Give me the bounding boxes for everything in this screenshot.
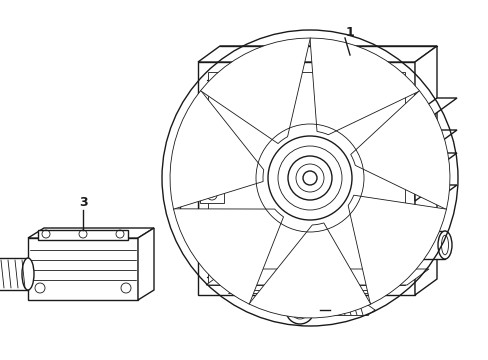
Polygon shape: [350, 91, 449, 210]
Circle shape: [209, 193, 214, 197]
Polygon shape: [414, 231, 444, 259]
Polygon shape: [138, 228, 154, 300]
Polygon shape: [28, 228, 154, 238]
Circle shape: [209, 143, 214, 147]
Polygon shape: [170, 90, 263, 209]
Polygon shape: [414, 153, 456, 201]
Circle shape: [287, 156, 331, 200]
Polygon shape: [205, 269, 428, 285]
Polygon shape: [173, 209, 283, 304]
Polygon shape: [38, 230, 128, 240]
Text: 1: 1: [345, 26, 354, 39]
Text: 3: 3: [79, 195, 87, 208]
Polygon shape: [414, 46, 436, 295]
Polygon shape: [200, 38, 310, 144]
Polygon shape: [198, 46, 436, 62]
Ellipse shape: [437, 231, 451, 259]
Text: 2: 2: [335, 303, 344, 316]
Circle shape: [303, 171, 316, 185]
Polygon shape: [200, 137, 224, 153]
Polygon shape: [0, 258, 28, 290]
Polygon shape: [28, 238, 138, 300]
Polygon shape: [347, 195, 446, 304]
Circle shape: [285, 296, 313, 324]
Polygon shape: [180, 182, 198, 210]
Ellipse shape: [22, 258, 34, 290]
Polygon shape: [198, 62, 414, 295]
Circle shape: [295, 306, 304, 314]
Polygon shape: [180, 134, 198, 162]
Polygon shape: [414, 98, 456, 146]
Polygon shape: [200, 187, 224, 203]
Polygon shape: [248, 223, 370, 318]
Circle shape: [267, 136, 351, 220]
Polygon shape: [309, 38, 419, 135]
Polygon shape: [207, 72, 404, 285]
